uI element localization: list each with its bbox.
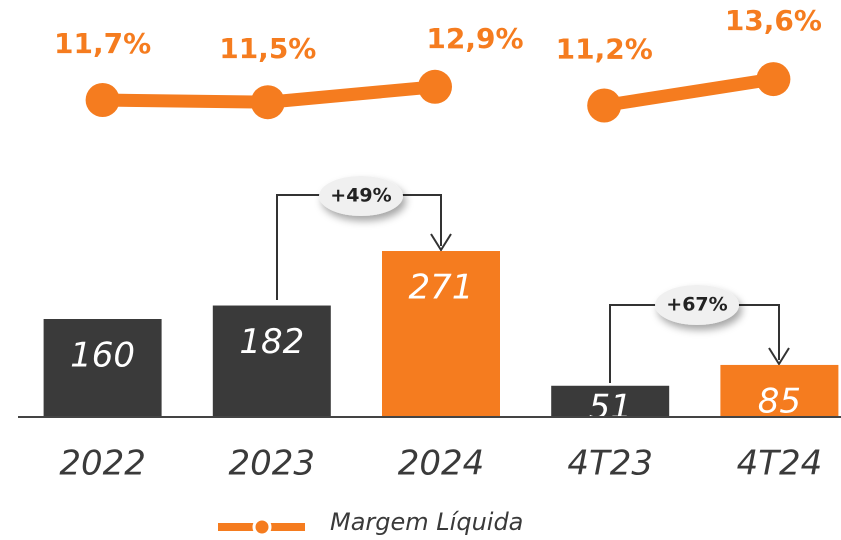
- line: [603, 72, 775, 112]
- x-tick-label: 2023: [229, 444, 316, 484]
- bar: [382, 251, 500, 417]
- bar: [212, 305, 331, 417]
- line-point: [756, 62, 791, 97]
- value-label: 160: [70, 336, 135, 376]
- legend-dot: [252, 517, 272, 537]
- x-tick-label: 4T23: [567, 444, 653, 484]
- x-tick-label: 2024: [398, 444, 485, 484]
- annotation-49: +49%: [276, 176, 452, 300]
- line-point: [587, 88, 622, 123]
- margin-line: 11,7% 11,5% 12,9% 11,2% 13,6%: [54, 4, 822, 123]
- bar: [720, 364, 839, 417]
- annotation: +49%: [330, 185, 391, 207]
- annotation-67: +67%: [609, 285, 790, 383]
- badge: [319, 176, 403, 216]
- legend: Margem Líquida: [218, 508, 523, 537]
- value-label: 271: [409, 268, 474, 308]
- bar: [43, 319, 162, 417]
- bar: [551, 385, 670, 417]
- arrowhead: [768, 347, 790, 366]
- line-point: [250, 85, 285, 120]
- line-point: [418, 69, 452, 104]
- point-label: 13,6%: [725, 4, 822, 37]
- value-label: 51: [589, 388, 632, 428]
- point-label: 11,5%: [219, 32, 316, 65]
- arrowhead: [430, 233, 452, 252]
- point-label: 12,9%: [426, 22, 523, 55]
- point-label: 11,7%: [54, 27, 151, 60]
- x-tick-label: 2022: [59, 444, 146, 484]
- value-label: 85: [758, 381, 801, 421]
- badge: [655, 285, 739, 325]
- value-label: 182: [239, 322, 304, 362]
- x-tick-label: 4T24: [737, 444, 823, 484]
- legend-label: Margem Líquida: [330, 508, 523, 536]
- point-label: 11,2%: [556, 33, 653, 66]
- line-point: [85, 83, 120, 117]
- annotation: +67%: [666, 294, 727, 316]
- bars: 160 2022 182 2023 271 2024 51 4T23 85 4T24: [18, 251, 841, 484]
